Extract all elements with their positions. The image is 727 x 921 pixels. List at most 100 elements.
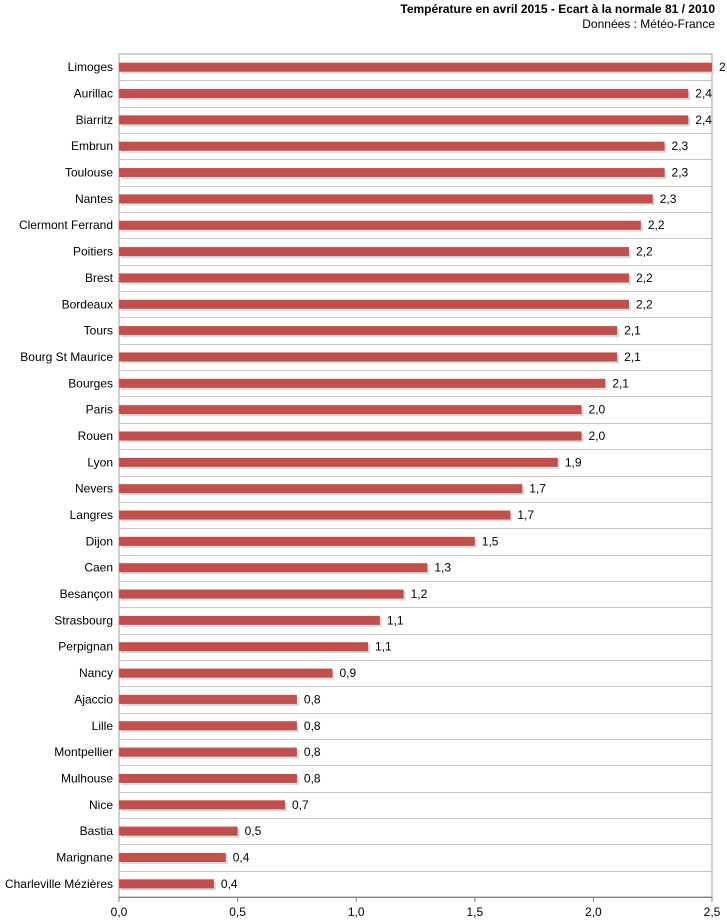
- bar: [119, 405, 582, 415]
- value-label: 2,2: [636, 245, 653, 259]
- category-label: Bourges: [68, 376, 113, 390]
- category-label: Lyon: [87, 455, 113, 469]
- bar: [119, 510, 511, 520]
- bar: [119, 615, 380, 625]
- value-label: 2,1: [624, 350, 641, 364]
- value-label: 0,7: [292, 798, 309, 812]
- category-label: Perpignan: [58, 640, 113, 654]
- category-label: Rouen: [78, 429, 113, 443]
- value-label: 2,3: [672, 166, 689, 180]
- bar: [119, 484, 523, 494]
- bar: [119, 299, 629, 309]
- bar: [119, 563, 428, 573]
- value-label: 2,0: [589, 429, 606, 443]
- category-label: Aurillac: [74, 87, 113, 101]
- category-label: Bastia: [80, 824, 114, 838]
- category-label: Brest: [85, 271, 114, 285]
- value-label: 1,9: [565, 455, 582, 469]
- value-label: 0,8: [304, 771, 321, 785]
- value-label: 2,3: [660, 192, 677, 206]
- bar: [119, 273, 629, 283]
- bar: [119, 589, 404, 599]
- bar: [119, 852, 226, 862]
- value-label: 2,2: [636, 297, 653, 311]
- chart-subtitle: Données : Météo-France: [582, 17, 715, 31]
- category-label: Caen: [84, 561, 113, 575]
- category-label: Marignane: [56, 850, 113, 864]
- bar: [119, 879, 214, 889]
- bar: [119, 800, 286, 810]
- x-tick-label: 2,5: [704, 905, 721, 919]
- x-tick-label: 2,0: [585, 905, 602, 919]
- value-label: 2,0: [589, 403, 606, 417]
- value-label: 2,5: [719, 60, 727, 74]
- bar: [119, 431, 582, 441]
- category-label: Biarritz: [76, 113, 113, 127]
- plot-frame: [118, 53, 713, 898]
- category-label: Toulouse: [65, 166, 113, 180]
- value-label: 1,7: [529, 482, 546, 496]
- category-label: Dijon: [86, 534, 113, 548]
- bar: [119, 668, 333, 678]
- category-label: Lille: [92, 719, 114, 733]
- x-tick-label: 0,0: [111, 905, 128, 919]
- category-label: Tours: [84, 324, 113, 338]
- category-label: Bordeaux: [62, 297, 113, 311]
- bar: [119, 826, 238, 836]
- category-label: Poitiers: [73, 245, 113, 259]
- chart-title: Température en avril 2015 - Ecart à la n…: [400, 2, 715, 16]
- bar: [119, 141, 665, 151]
- category-label: Strasbourg: [54, 613, 113, 627]
- category-label: Langres: [70, 508, 113, 522]
- bar: [119, 115, 689, 125]
- value-label: 1,3: [434, 561, 451, 575]
- bar: [119, 694, 297, 704]
- bar: [119, 457, 558, 467]
- category-label: Besançon: [60, 587, 113, 601]
- category-label: Limoges: [68, 60, 113, 74]
- value-label: 0,8: [304, 745, 321, 759]
- category-label: Mulhouse: [61, 771, 113, 785]
- value-label: 2,2: [648, 218, 665, 232]
- bar: [119, 62, 712, 72]
- category-label: Charleville Mézières: [5, 877, 113, 891]
- bar: [119, 89, 689, 99]
- bar: [119, 378, 606, 388]
- value-label: 1,7: [517, 508, 534, 522]
- category-label: Nice: [89, 798, 113, 812]
- x-tick-label: 0,5: [229, 905, 246, 919]
- bar: [119, 773, 297, 783]
- category-label: Clermont Ferrand: [19, 218, 113, 232]
- bar: [119, 536, 475, 546]
- value-label: 0,8: [304, 719, 321, 733]
- bar: [119, 326, 618, 336]
- value-label: 1,1: [375, 640, 392, 654]
- value-label: 1,1: [387, 613, 404, 627]
- x-tick-label: 1,5: [466, 905, 483, 919]
- category-label: Embrun: [71, 139, 113, 153]
- value-label: 0,8: [304, 692, 321, 706]
- value-label: 2,2: [636, 271, 653, 285]
- bar: [119, 721, 297, 731]
- category-label: Paris: [86, 403, 113, 417]
- category-label: Nevers: [75, 482, 113, 496]
- value-label: 0,5: [245, 824, 262, 838]
- x-tick-label: 1,0: [348, 905, 365, 919]
- bar: [119, 168, 665, 178]
- value-label: 2,4: [695, 113, 712, 127]
- value-label: 2,1: [612, 376, 629, 390]
- bar: [119, 642, 369, 652]
- category-label: Montpellier: [54, 745, 113, 759]
- bar: [119, 194, 653, 204]
- category-label: Ajaccio: [74, 692, 113, 706]
- category-label: Nancy: [79, 666, 113, 680]
- bar: [119, 747, 297, 757]
- value-label: 2,4: [695, 87, 712, 101]
- bar: [119, 220, 641, 230]
- value-label: 0,4: [233, 850, 250, 864]
- value-label: 1,2: [411, 587, 428, 601]
- category-label: Nantes: [75, 192, 113, 206]
- bar: [119, 352, 618, 362]
- value-label: 1,5: [482, 534, 499, 548]
